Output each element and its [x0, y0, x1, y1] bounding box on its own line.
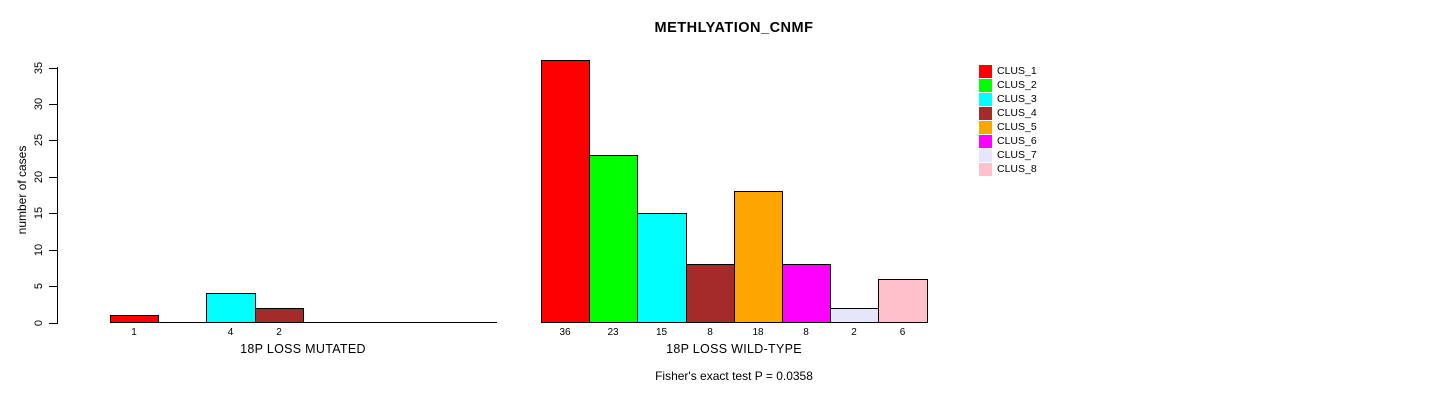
bar-clus_2 [589, 155, 638, 323]
y-axis-tick [49, 140, 58, 141]
legend-label: CLUS_1 [997, 64, 1037, 77]
bar-value-label: 23 [607, 327, 619, 338]
legend-item: CLUS_2 [979, 78, 1037, 92]
bar-clus_6 [782, 264, 831, 323]
y-axis-tick-label: 30 [33, 97, 45, 111]
bar-clus_4 [686, 264, 735, 323]
bar-clus_5 [734, 191, 783, 323]
bar-value-label: 18 [752, 327, 764, 338]
bar-value-label: 8 [707, 327, 713, 338]
y-axis-tick-label: 10 [33, 243, 45, 257]
legend-color-swatch [979, 78, 992, 92]
y-axis-tick-label: 0 [33, 319, 45, 327]
y-axis-line [57, 67, 58, 323]
group-axis-label: 18P LOSS WILD-TYPE [666, 342, 802, 356]
bar-value-label: 2 [276, 327, 282, 338]
group-axis-label: 18P LOSS MUTATED [240, 342, 366, 356]
legend-color-swatch [979, 64, 992, 78]
bar-clus_4 [255, 308, 304, 323]
y-axis-tick-label: 35 [33, 61, 45, 75]
legend-label: CLUS_7 [997, 148, 1037, 161]
bar-clus_1 [541, 60, 590, 323]
y-axis-tick [49, 68, 58, 69]
legend-color-swatch [979, 120, 992, 134]
bar-clus_8 [878, 279, 928, 323]
y-axis-tick [49, 213, 58, 214]
y-axis-tick-label: 15 [33, 206, 45, 220]
y-axis-tick [49, 177, 58, 178]
y-axis-tick-label: 25 [33, 133, 45, 147]
bar-value-label: 4 [227, 327, 234, 338]
bar-value-label: 8 [803, 327, 809, 338]
bar-clus_3 [637, 213, 687, 323]
legend-item: CLUS_1 [979, 64, 1037, 78]
y-axis-tick-label: 20 [33, 170, 45, 184]
legend-color-swatch [979, 162, 992, 176]
y-axis-tick-label: 5 [33, 282, 45, 290]
bar-clus_1 [110, 315, 159, 323]
legend-label: CLUS_6 [997, 134, 1037, 147]
legend-item: CLUS_7 [979, 148, 1037, 162]
legend-item: CLUS_4 [979, 106, 1037, 120]
legend-item: CLUS_6 [979, 134, 1037, 148]
legend-color-swatch [979, 92, 992, 106]
legend-label: CLUS_5 [997, 120, 1037, 133]
legend-item: CLUS_8 [979, 162, 1037, 176]
y-axis-tick [49, 323, 58, 324]
bar-value-label: 6 [899, 327, 906, 338]
bar-clus_3 [206, 293, 256, 323]
legend-color-swatch [979, 148, 992, 162]
chart-title: METHLYATION_CNMF [654, 20, 814, 36]
legend-item: CLUS_5 [979, 120, 1037, 134]
bar-value-label: 36 [559, 327, 571, 338]
legend-color-swatch [979, 134, 992, 148]
legend-label: CLUS_2 [997, 78, 1037, 91]
fisher-test-annotation: Fisher's exact test P = 0.0358 [655, 369, 813, 383]
y-axis-tick [49, 104, 58, 105]
y-axis-tick [49, 286, 58, 287]
bar-value-label: 1 [131, 327, 137, 338]
bar-clus_7 [830, 308, 879, 323]
y-axis-tick [49, 250, 58, 251]
bar-value-label: 15 [655, 327, 668, 338]
bar-value-label: 2 [851, 327, 857, 338]
legend-label: CLUS_8 [997, 162, 1037, 175]
legend-label: CLUS_4 [997, 106, 1037, 119]
legend-color-swatch [979, 106, 992, 120]
y-axis-title: number of cases [15, 145, 29, 235]
legend-item: CLUS_3 [979, 92, 1037, 106]
legend-label: CLUS_3 [997, 92, 1037, 105]
legend: CLUS_1 CLUS_2 CLUS_3 CLUS_4 CLUS_5 CLUS_6 CLUS… [979, 64, 1037, 176]
